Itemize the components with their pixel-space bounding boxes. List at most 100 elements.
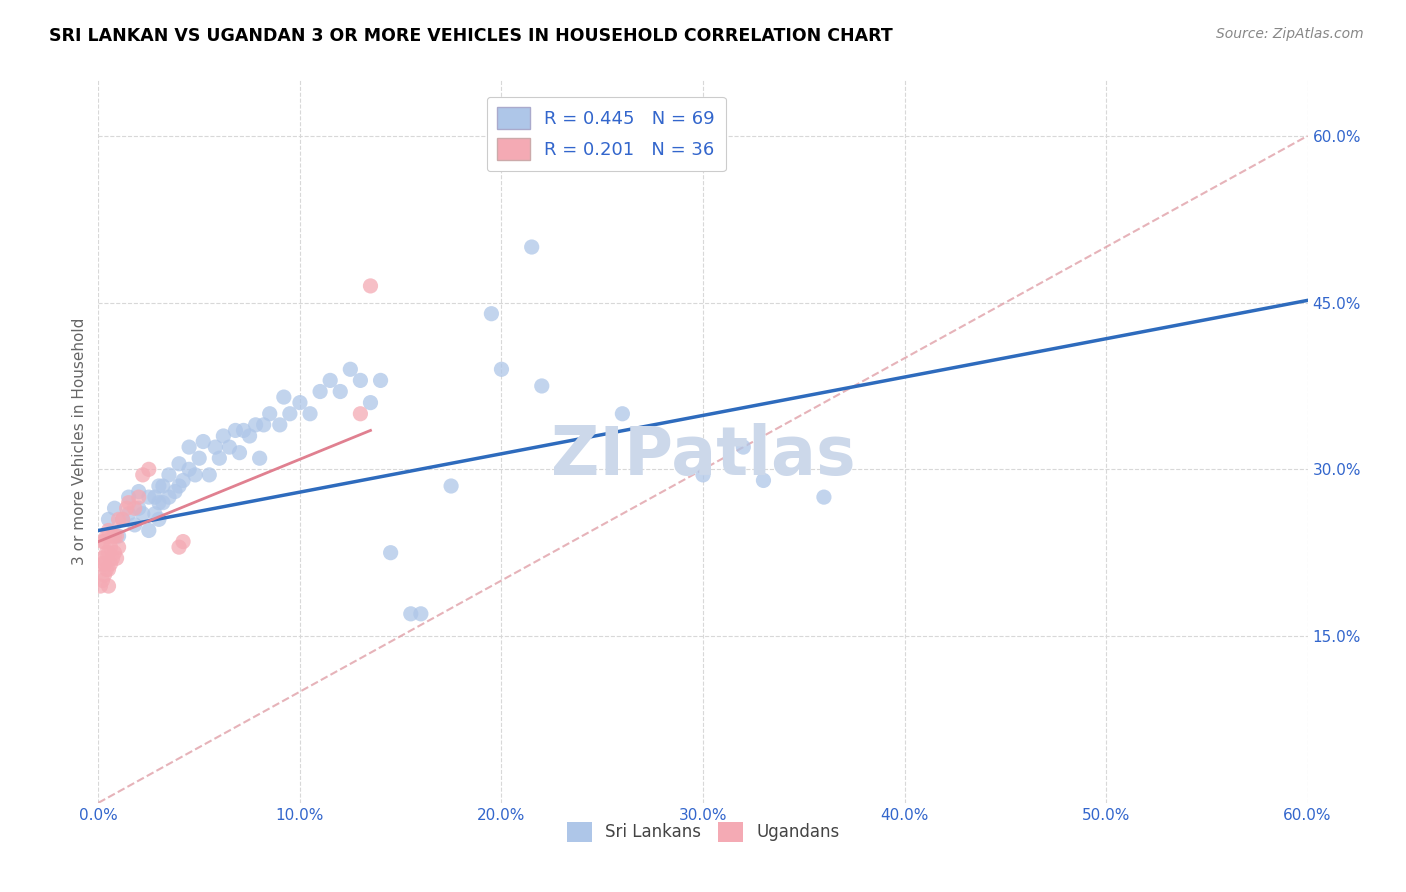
Point (91, 534, 114, 549)
Point (152, 479, 174, 493)
Point (100, 557, 122, 571)
Point (409, 607, 432, 621)
Point (299, 407, 322, 421)
Point (107, 529, 129, 543)
Point (360, 395, 382, 409)
Point (179, 440, 201, 454)
Point (132, 467, 155, 482)
Point (93, 557, 115, 571)
Point (198, 467, 221, 482)
Point (148, 479, 170, 493)
Point (128, 484, 150, 499)
Point (232, 424, 254, 438)
Point (224, 424, 246, 438)
Point (138, 462, 160, 476)
Point (733, 440, 755, 454)
Point (148, 496, 170, 510)
Point (184, 467, 207, 482)
Point (329, 384, 352, 399)
Point (309, 384, 332, 399)
Point (105, 529, 128, 543)
Y-axis label: 3 or more Vehicles in Household: 3 or more Vehicles in Household (72, 318, 87, 566)
Point (143, 507, 166, 521)
Point (1337, 729, 1360, 743)
Point (111, 512, 134, 526)
Point (273, 390, 295, 404)
Point (105, 551, 128, 566)
Point (399, 607, 422, 621)
Point (91, 551, 114, 566)
Point (193, 434, 215, 449)
Point (204, 440, 226, 454)
Point (179, 462, 201, 476)
Point (101, 529, 124, 543)
Point (101, 551, 124, 566)
Point (339, 362, 361, 376)
Point (143, 490, 166, 504)
Point (380, 546, 402, 560)
Point (100, 540, 122, 554)
Point (253, 417, 276, 432)
Point (288, 395, 311, 409)
Point (491, 362, 513, 376)
Point (319, 373, 342, 387)
Point (103, 501, 125, 516)
Point (208, 451, 231, 466)
Point (218, 440, 240, 454)
Point (97, 546, 120, 560)
Point (118, 490, 141, 504)
Point (107, 540, 129, 554)
Point (89, 557, 111, 571)
Point (167, 540, 190, 554)
Point (96, 529, 118, 543)
Text: Source: ZipAtlas.com: Source: ZipAtlas.com (1216, 27, 1364, 41)
Point (128, 501, 150, 516)
Point (530, 379, 553, 393)
Point (167, 457, 190, 471)
Point (157, 467, 180, 482)
Point (107, 512, 129, 526)
Point (124, 517, 146, 532)
Point (115, 501, 138, 516)
Point (278, 407, 301, 421)
Point (118, 496, 141, 510)
Point (228, 445, 250, 459)
Point (212, 429, 235, 443)
Point (118, 507, 141, 521)
Point (172, 474, 194, 488)
Point (249, 451, 271, 466)
Point (440, 479, 463, 493)
Point (124, 501, 146, 516)
Point (132, 507, 155, 521)
Point (97, 512, 120, 526)
Text: SRI LANKAN VS UGANDAN 3 OR MORE VEHICLES IN HOUSEHOLD CORRELATION CHART: SRI LANKAN VS UGANDAN 3 OR MORE VEHICLES… (49, 27, 893, 45)
Point (349, 407, 371, 421)
Point (813, 490, 835, 504)
Point (370, 373, 392, 387)
Point (481, 307, 503, 321)
Point (692, 467, 714, 482)
Point (157, 490, 180, 504)
Point (103, 529, 125, 543)
Point (148, 512, 170, 526)
Point (259, 407, 281, 421)
Point (91, 574, 114, 588)
Point (97, 562, 120, 576)
Legend: Sri Lankans, Ugandans: Sri Lankans, Ugandans (560, 815, 846, 848)
Point (349, 373, 371, 387)
Point (97, 579, 120, 593)
Point (96, 562, 118, 576)
Point (89, 579, 111, 593)
Point (752, 474, 775, 488)
Point (167, 479, 190, 493)
Point (520, 240, 543, 254)
Point (97, 524, 120, 538)
Point (188, 451, 211, 466)
Point (152, 496, 174, 510)
Point (269, 417, 291, 432)
Point (239, 429, 262, 443)
Point (93, 568, 115, 582)
Point (103, 546, 125, 560)
Text: ZIPatlas: ZIPatlas (551, 423, 855, 489)
Point (128, 490, 150, 504)
